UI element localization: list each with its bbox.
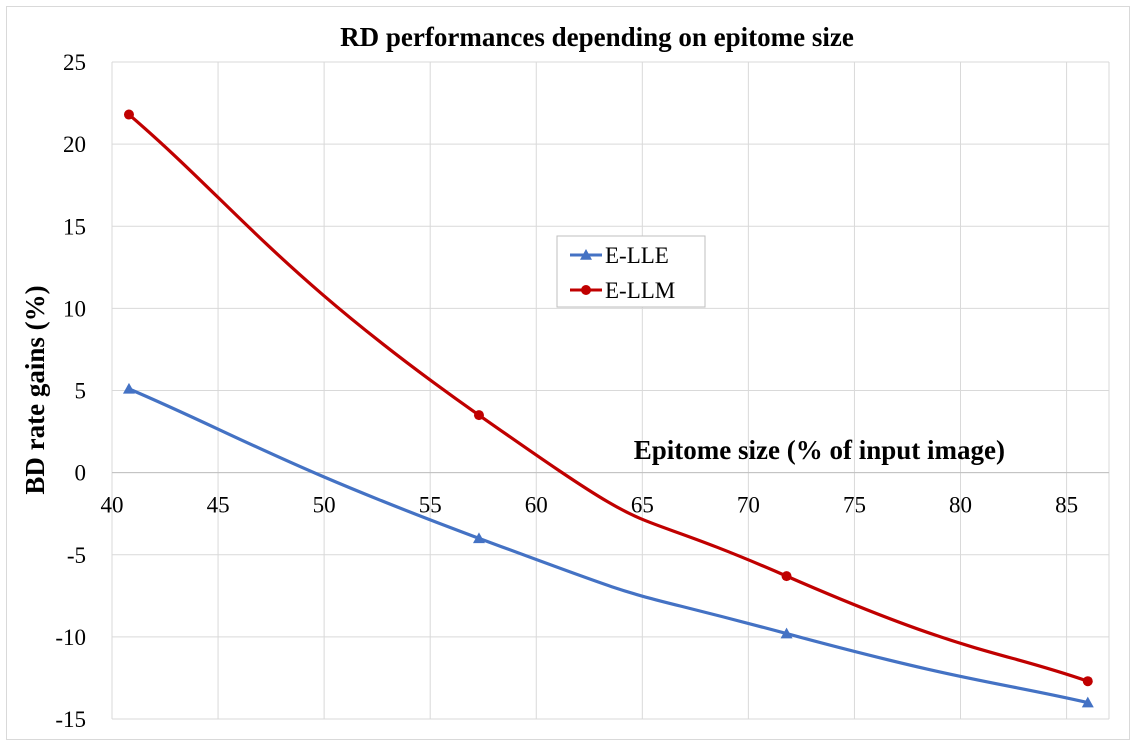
y-tick-label: 10	[63, 296, 86, 321]
legend-swatch-marker	[581, 285, 591, 295]
data-point	[123, 109, 134, 120]
y-tick-label: 25	[63, 50, 86, 75]
chart-title: RD performances depending on epitome siz…	[340, 22, 854, 52]
y-tick-label: -5	[67, 543, 86, 568]
x-tick-label: 45	[207, 493, 230, 518]
legend-label: E-LLE	[605, 243, 669, 268]
x-tick-labels: 40 45 50 55 60 65 70 75 80 85	[101, 493, 1079, 518]
legend-item: E-LLM	[570, 278, 675, 303]
data-point	[1082, 676, 1093, 687]
series-line	[128, 387, 1089, 705]
y-tick-labels: 25 20 15 10 5 0 -5 -10 -15	[55, 50, 86, 732]
x-axis-title: Epitome size (% of input image)	[634, 435, 1005, 465]
x-tick-label: 50	[313, 493, 336, 518]
y-tick-label: -15	[55, 707, 86, 732]
data-point	[780, 627, 793, 639]
x-tick-label: 60	[525, 493, 548, 518]
x-tick-label: 85	[1055, 493, 1078, 518]
legend-swatch-marker	[580, 249, 592, 260]
series-e-llm	[123, 109, 1093, 687]
y-tick-label: 0	[75, 461, 87, 486]
legend-label: E-LLM	[605, 278, 675, 303]
legend-item: E-LLE	[570, 243, 669, 268]
gridlines	[111, 61, 1110, 720]
y-tick-label: 5	[75, 379, 87, 404]
x-tick-label: 40	[101, 493, 124, 518]
x-tick-label: 55	[419, 493, 442, 518]
legend: E-LLE E-LLM	[556, 235, 706, 308]
x-tick-label: 65	[631, 493, 654, 518]
x-tick-label: 75	[843, 493, 866, 518]
x-tick-label: 70	[737, 493, 760, 518]
y-tick-label: 15	[63, 214, 86, 239]
x-tick-label: 80	[949, 493, 972, 518]
data-point	[1081, 696, 1094, 708]
series-group	[122, 109, 1094, 708]
y-tick-label: -10	[55, 625, 86, 650]
y-axis-title: BD rate gains (%)	[20, 285, 50, 494]
chart-frame	[6, 6, 1130, 740]
data-point	[781, 571, 792, 582]
y-tick-label: 20	[63, 132, 86, 157]
series-line	[127, 113, 1089, 683]
data-point	[473, 410, 484, 421]
series-e-lle	[122, 382, 1094, 708]
data-point	[122, 382, 135, 394]
data-point	[472, 532, 485, 544]
legend-box	[556, 235, 706, 308]
